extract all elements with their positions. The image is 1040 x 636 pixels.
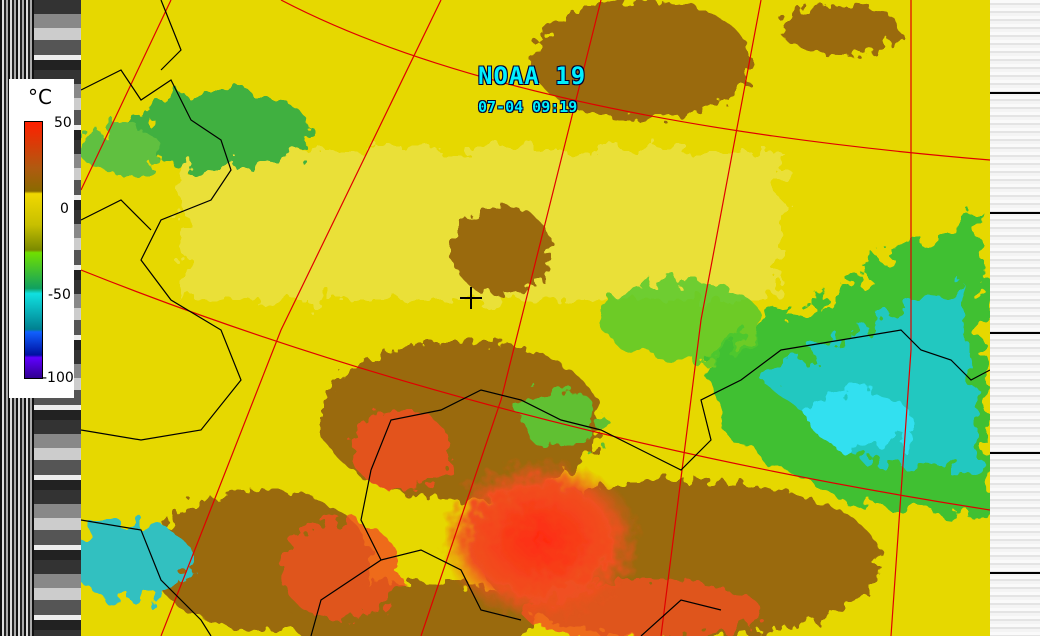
legend-color-scale <box>24 121 43 379</box>
legend-unit: °C <box>28 85 52 109</box>
telemetry-tick <box>990 572 1040 574</box>
telemetry-strip-right <box>990 0 1040 636</box>
satellite-name: NOAA 19 <box>478 62 587 90</box>
pass-timestamp: 07-04 09:19 <box>478 98 578 116</box>
telemetry-tick <box>990 332 1040 334</box>
legend-label-50: 50 <box>54 115 72 131</box>
temperature-legend: °C 50 0 -50 -100 <box>9 79 74 398</box>
legend-label-0: 0 <box>60 201 69 217</box>
telemetry-tick <box>990 92 1040 94</box>
country-borders <box>81 0 990 636</box>
telemetry-tick <box>990 212 1040 214</box>
legend-label-minus50: -50 <box>48 287 71 303</box>
cold-cloud-regions <box>81 90 990 600</box>
thermal-imagery-map <box>81 0 990 636</box>
crosshair-icon <box>460 287 482 309</box>
graticule-lines <box>81 0 990 636</box>
telemetry-tick <box>990 452 1040 454</box>
hot-regions <box>281 410 761 636</box>
legend-label-minus100: -100 <box>42 370 74 386</box>
